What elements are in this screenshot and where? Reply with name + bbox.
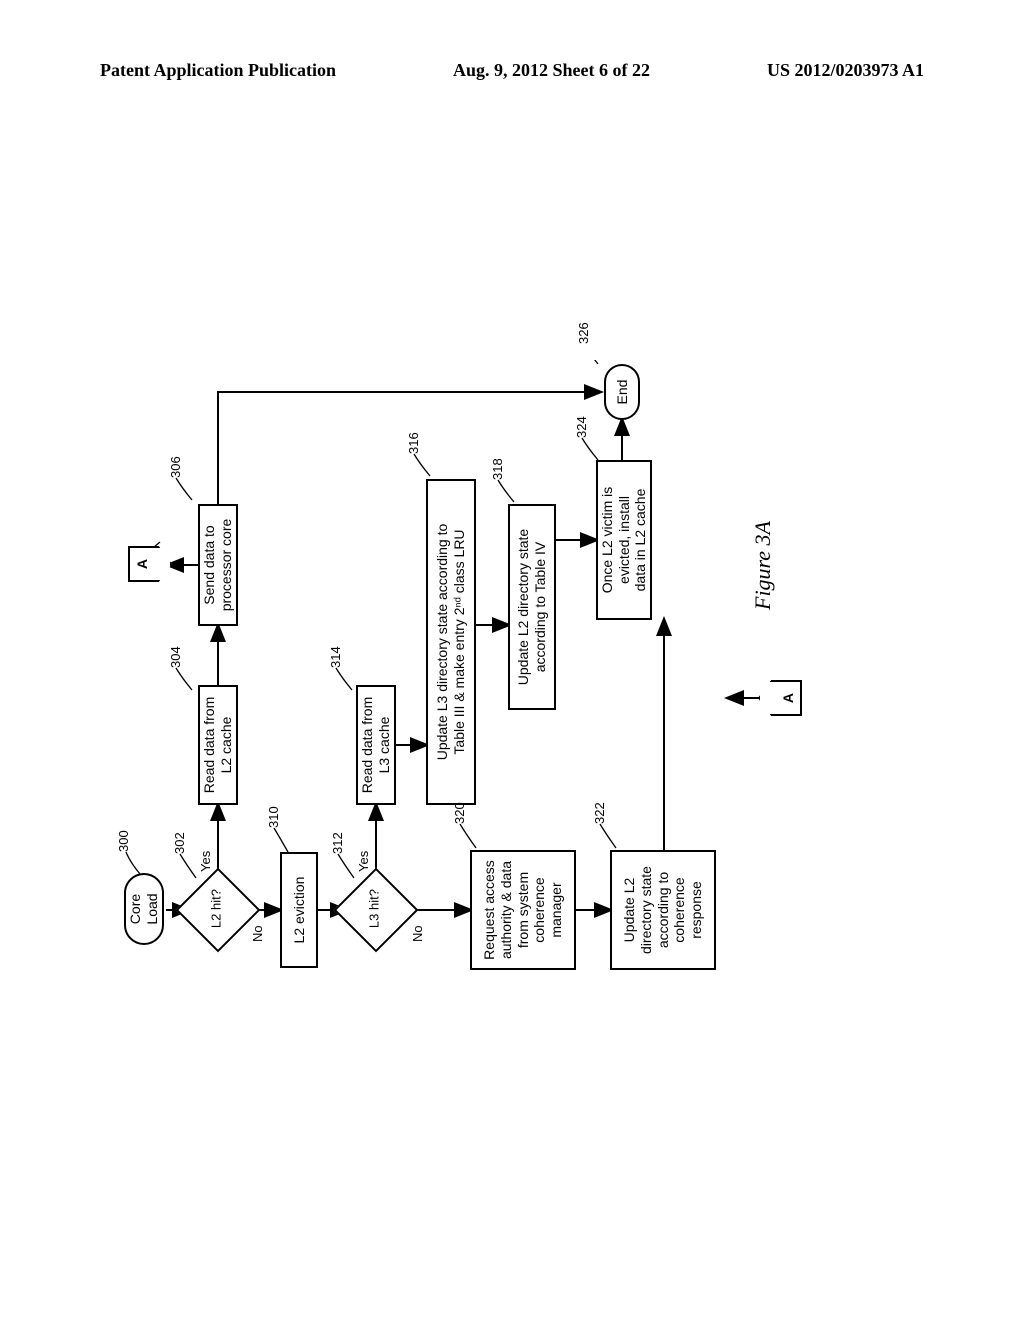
node-send-data: Send data to processor core <box>198 504 238 626</box>
node-read-l2: Read data from L2 cache <box>198 685 238 805</box>
header-right: US 2012/0203973 A1 <box>767 60 924 81</box>
send-data-label: Send data to processor core <box>201 519 235 612</box>
page: Patent Application Publication Aug. 9, 2… <box>0 0 1024 1320</box>
ref-302: 302 <box>172 832 187 854</box>
ref-304: 304 <box>168 646 183 668</box>
node-l2hit: L2 hit? <box>176 868 261 953</box>
l3hit-yes: Yes <box>356 851 371 872</box>
l3hit-no: No <box>410 925 425 942</box>
figure-caption: Figure 3A <box>750 521 776 610</box>
ref-326: 326 <box>576 322 591 344</box>
once-evicted-label: Once L2 victim is evicted, install data … <box>599 487 649 594</box>
node-l3hit: L3 hit? <box>334 868 419 953</box>
node-start: Core Load <box>124 873 164 945</box>
node-update-l2-tbl4: Update L2 directory state according to T… <box>508 504 556 710</box>
l2hit-yes: Yes <box>198 851 213 872</box>
update-l2-coh-label: Update L2 directory state according to c… <box>621 866 705 954</box>
connector-a-bottom-label: A <box>780 693 796 703</box>
ref-310: 310 <box>266 806 281 828</box>
ref-306: 306 <box>168 456 183 478</box>
node-l2-eviction: L2 eviction <box>280 852 318 968</box>
ref-324: 324 <box>574 416 589 438</box>
l2evict-label: L2 eviction <box>291 877 308 944</box>
ref-318: 318 <box>490 458 505 480</box>
node-read-l3: Read data from L3 cache <box>356 685 396 805</box>
ref-320: 320 <box>452 802 467 824</box>
ref-314: 314 <box>328 646 343 668</box>
node-once-evicted: Once L2 victim is evicted, install data … <box>596 460 652 620</box>
header-center: Aug. 9, 2012 Sheet 6 of 22 <box>453 60 650 81</box>
connector-a-top-label: A <box>134 559 150 569</box>
read-l3-label: Read data from L3 cache <box>359 697 393 794</box>
ref-312: 312 <box>330 832 345 854</box>
flowchart: Core Load 300 L2 hit? 302 Yes No Read da… <box>120 360 900 980</box>
node-start-label: Core Load <box>127 879 161 939</box>
node-end: End <box>604 364 640 420</box>
ref-300: 300 <box>116 830 131 852</box>
page-header: Patent Application Publication Aug. 9, 2… <box>100 60 924 81</box>
l2hit-no: No <box>250 925 265 942</box>
ref-316: 316 <box>406 432 421 454</box>
l2hit-label: L2 hit? <box>208 889 223 928</box>
node-request-access: Request access authority & data from sys… <box>470 850 576 970</box>
node-update-l3: Update L3 directory state according to T… <box>426 479 476 805</box>
header-left: Patent Application Publication <box>100 60 336 81</box>
read-l2-label: Read data from L2 cache <box>201 697 235 794</box>
l3hit-label: L3 hit? <box>366 889 381 928</box>
connector-a-top: A <box>128 546 172 582</box>
request-access-label: Request access authority & data from sys… <box>481 860 565 960</box>
end-label: End <box>614 380 631 405</box>
node-update-l2-coh: Update L2 directory state according to c… <box>610 850 716 970</box>
update-l2-tbl4-label: Update L2 directory state according to T… <box>515 529 549 685</box>
update-l3-label: Update L3 directory state according to T… <box>434 524 468 761</box>
connector-a-bottom: A <box>758 680 802 716</box>
ref-322: 322 <box>592 802 607 824</box>
